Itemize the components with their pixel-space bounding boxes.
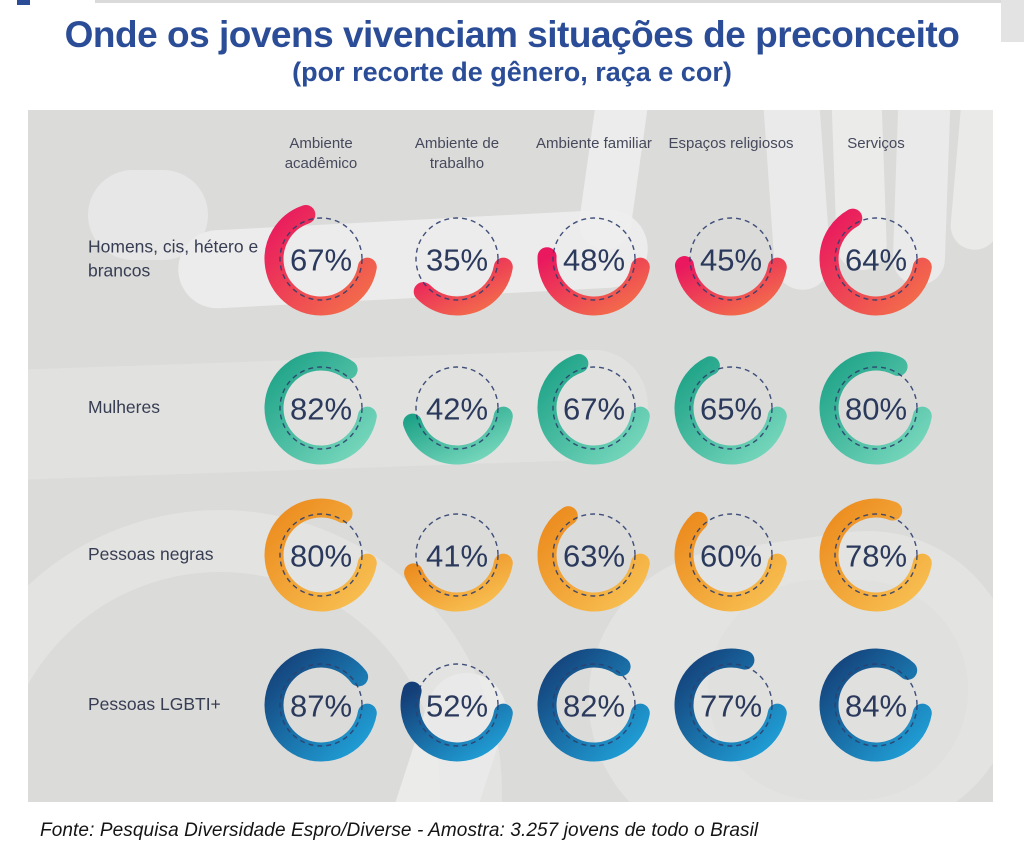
dashed-guide-circle: [689, 366, 773, 450]
percent-value-label: 41%: [426, 539, 488, 574]
donut-arc: [404, 553, 513, 612]
dashed-guide-circle: [279, 217, 363, 301]
dashed-guide-circle: [552, 513, 636, 597]
donut-arc: [674, 648, 787, 762]
percent-value-label: 77%: [700, 689, 762, 724]
top-right-block: [1001, 0, 1024, 42]
row-label-4: Pessoas LGBTI+: [88, 694, 221, 715]
percent-value-label: 80%: [290, 539, 352, 574]
dashed-guide-circle: [689, 217, 773, 301]
donut-arc: [537, 354, 650, 465]
donut-r3-c3: 63%: [536, 497, 652, 613]
donut-r3-c5: 78%: [818, 497, 934, 613]
donut-arc: [264, 498, 377, 612]
percent-value-label: 78%: [845, 539, 907, 574]
donut-r2-c4: 65%: [673, 350, 789, 466]
top-edge-strip: [95, 0, 1024, 3]
donut-r1-c5: 64%: [818, 201, 934, 317]
donut-r3-c1: 80%: [263, 497, 379, 613]
source-note: Fonte: Pesquisa Diversidade Espro/Divers…: [40, 820, 759, 841]
donut-r1-c1: 67%: [263, 201, 379, 317]
percent-value-label: 52%: [426, 689, 488, 724]
percent-value-label: 48%: [563, 243, 625, 278]
dashed-guide-circle: [552, 366, 636, 450]
dashed-guide-circle: [415, 663, 499, 747]
dashed-guide-circle: [279, 513, 363, 597]
donut-arc: [819, 208, 932, 316]
percent-value-label: 87%: [290, 689, 352, 724]
donut-r3-c2: 41%: [399, 497, 515, 613]
donut-r4-c4: 77%: [673, 647, 789, 763]
donut-r4-c3: 82%: [536, 647, 652, 763]
donut-arc: [674, 356, 787, 465]
donut-arc: [403, 406, 513, 465]
percent-value-label: 64%: [845, 243, 907, 278]
dashed-guide-circle: [834, 366, 918, 450]
page-title: Onde os jovens vivenciam situações de pr…: [64, 14, 960, 55]
donut-arc: [537, 648, 650, 762]
percent-value-label: 60%: [700, 539, 762, 574]
donut-arc: [537, 247, 650, 316]
page-subtitle: (por recorte de gênero, raça e cor): [292, 57, 732, 87]
watermark-shape: [948, 110, 993, 252]
donut-r2-c2: 42%: [399, 350, 515, 466]
donut-arc: [819, 498, 932, 612]
donut-arc: [413, 257, 513, 316]
donut-arc: [264, 205, 377, 316]
row-label-3: Pessoas negras: [88, 544, 214, 565]
donut-r1-c4: 45%: [673, 201, 789, 317]
donut-arc: [819, 648, 932, 762]
dashed-guide-circle: [834, 513, 918, 597]
dashed-guide-circle: [552, 217, 636, 301]
dashed-guide-circle: [279, 366, 363, 450]
donut-arc: [400, 681, 513, 762]
dashed-guide-circle: [834, 217, 918, 301]
donut-arc: [264, 648, 377, 762]
column-header-1: Ambiente acadêmico: [284, 135, 358, 173]
dashed-guide-circle: [834, 663, 918, 747]
dashed-guide-circle: [689, 663, 773, 747]
dashed-guide-circle: [552, 663, 636, 747]
dashed-guide-circle: [689, 513, 773, 597]
percent-value-label: 45%: [700, 243, 762, 278]
percent-value-label: 67%: [563, 392, 625, 427]
percent-value-label: 82%: [290, 392, 352, 427]
donut-chart-panel: Ambiente acadêmico Ambiente de trabalho Am…: [28, 110, 993, 802]
donut-r3-c4: 60%: [673, 497, 789, 613]
donut-arc: [674, 511, 787, 612]
donut-r2-c3: 67%: [536, 350, 652, 466]
percent-value-label: 84%: [845, 689, 907, 724]
dashed-guide-circle: [415, 217, 499, 301]
percent-value-label: 82%: [563, 689, 625, 724]
percent-value-label: 80%: [845, 392, 907, 427]
row-label-1: Homens, cis, hétero e brancos: [88, 236, 259, 280]
dashed-guide-circle: [415, 513, 499, 597]
donut-r1-c2: 35%: [399, 201, 515, 317]
percent-value-label: 67%: [290, 243, 352, 278]
percent-value-label: 42%: [426, 392, 488, 427]
donut-r4-c2: 52%: [399, 647, 515, 763]
percent-value-label: 65%: [700, 392, 762, 427]
donut-arc: [264, 351, 377, 465]
donut-arc: [537, 506, 650, 612]
dashed-guide-circle: [279, 663, 363, 747]
donut-r2-c5: 80%: [818, 350, 934, 466]
row-label-2: Mulheres: [88, 397, 160, 418]
dashed-guide-circle: [415, 366, 499, 450]
donut-r1-c3: 48%: [536, 201, 652, 317]
column-header-4: Espaços religiosos: [668, 135, 794, 152]
donut-arc: [819, 351, 932, 465]
donut-r4-c5: 84%: [818, 647, 934, 763]
percent-value-label: 35%: [426, 243, 488, 278]
donut-arc: [674, 256, 787, 316]
column-header-5: Serviços: [847, 135, 905, 152]
column-header-3: Ambiente familiar: [536, 135, 652, 152]
donut-r4-c1: 87%: [263, 647, 379, 763]
donut-r2-c1: 82%: [263, 350, 379, 466]
top-left-mark: [17, 0, 30, 5]
percent-value-label: 63%: [563, 539, 625, 574]
column-header-2: Ambiente de trabalho: [414, 135, 500, 173]
